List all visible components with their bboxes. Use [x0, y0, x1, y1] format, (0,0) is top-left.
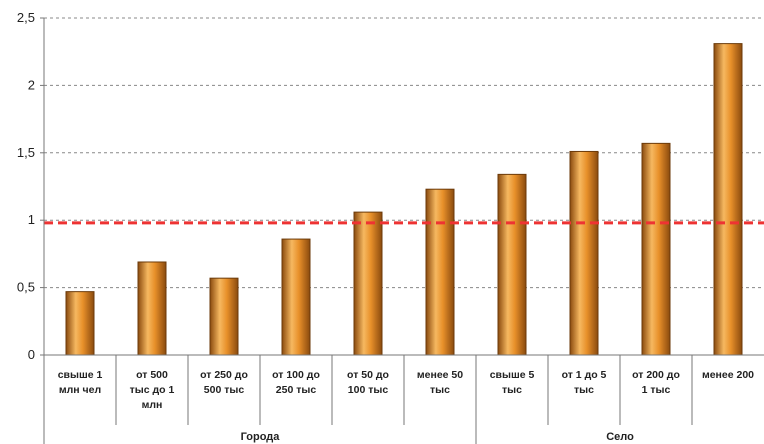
group-label: Города	[241, 431, 281, 443]
bar	[641, 142, 671, 356]
bar	[713, 43, 743, 356]
y-tick-label: 0,5	[17, 280, 35, 295]
bar	[209, 277, 239, 356]
y-tick-label: 1	[28, 212, 35, 227]
y-tick-label: 1,5	[17, 145, 35, 160]
bar	[497, 173, 527, 356]
category-label: от 250 до 500 тыс	[200, 369, 248, 396]
category-label: свыше 5 тыс	[490, 369, 535, 396]
category-label: от 50 до 100 тыс	[347, 369, 389, 396]
category-label: от 1 до 5 тыс	[562, 369, 607, 396]
bar	[281, 238, 311, 356]
category-label: менее 200	[702, 369, 754, 381]
bar	[569, 150, 599, 356]
bar	[425, 188, 455, 356]
y-tick-label: 2,5	[17, 10, 35, 25]
y-tick-labels: 0 0,5 1 1,5 2 2,5	[17, 10, 44, 362]
bar	[137, 261, 167, 356]
category-label: свыше 1 млн чел	[58, 369, 103, 396]
y-tick-label: 0	[28, 347, 35, 362]
bar	[353, 211, 383, 356]
category-label: менее 50 тыс	[417, 369, 463, 396]
group-label: Село	[606, 431, 634, 443]
bars	[65, 43, 743, 356]
bar	[65, 291, 95, 356]
group-labels: Города Село	[43, 355, 634, 444]
y-tick-label: 2	[28, 77, 35, 92]
category-label: от 200 до 1 тыс	[632, 369, 680, 396]
category-label: от 100 до 250 тыс	[272, 369, 320, 396]
category-label: от 500 тыс до 1 млн	[130, 369, 175, 411]
category-labels: свыше 1 млн чел от 500 тыс до 1 млн от 250 до…	[58, 355, 754, 425]
